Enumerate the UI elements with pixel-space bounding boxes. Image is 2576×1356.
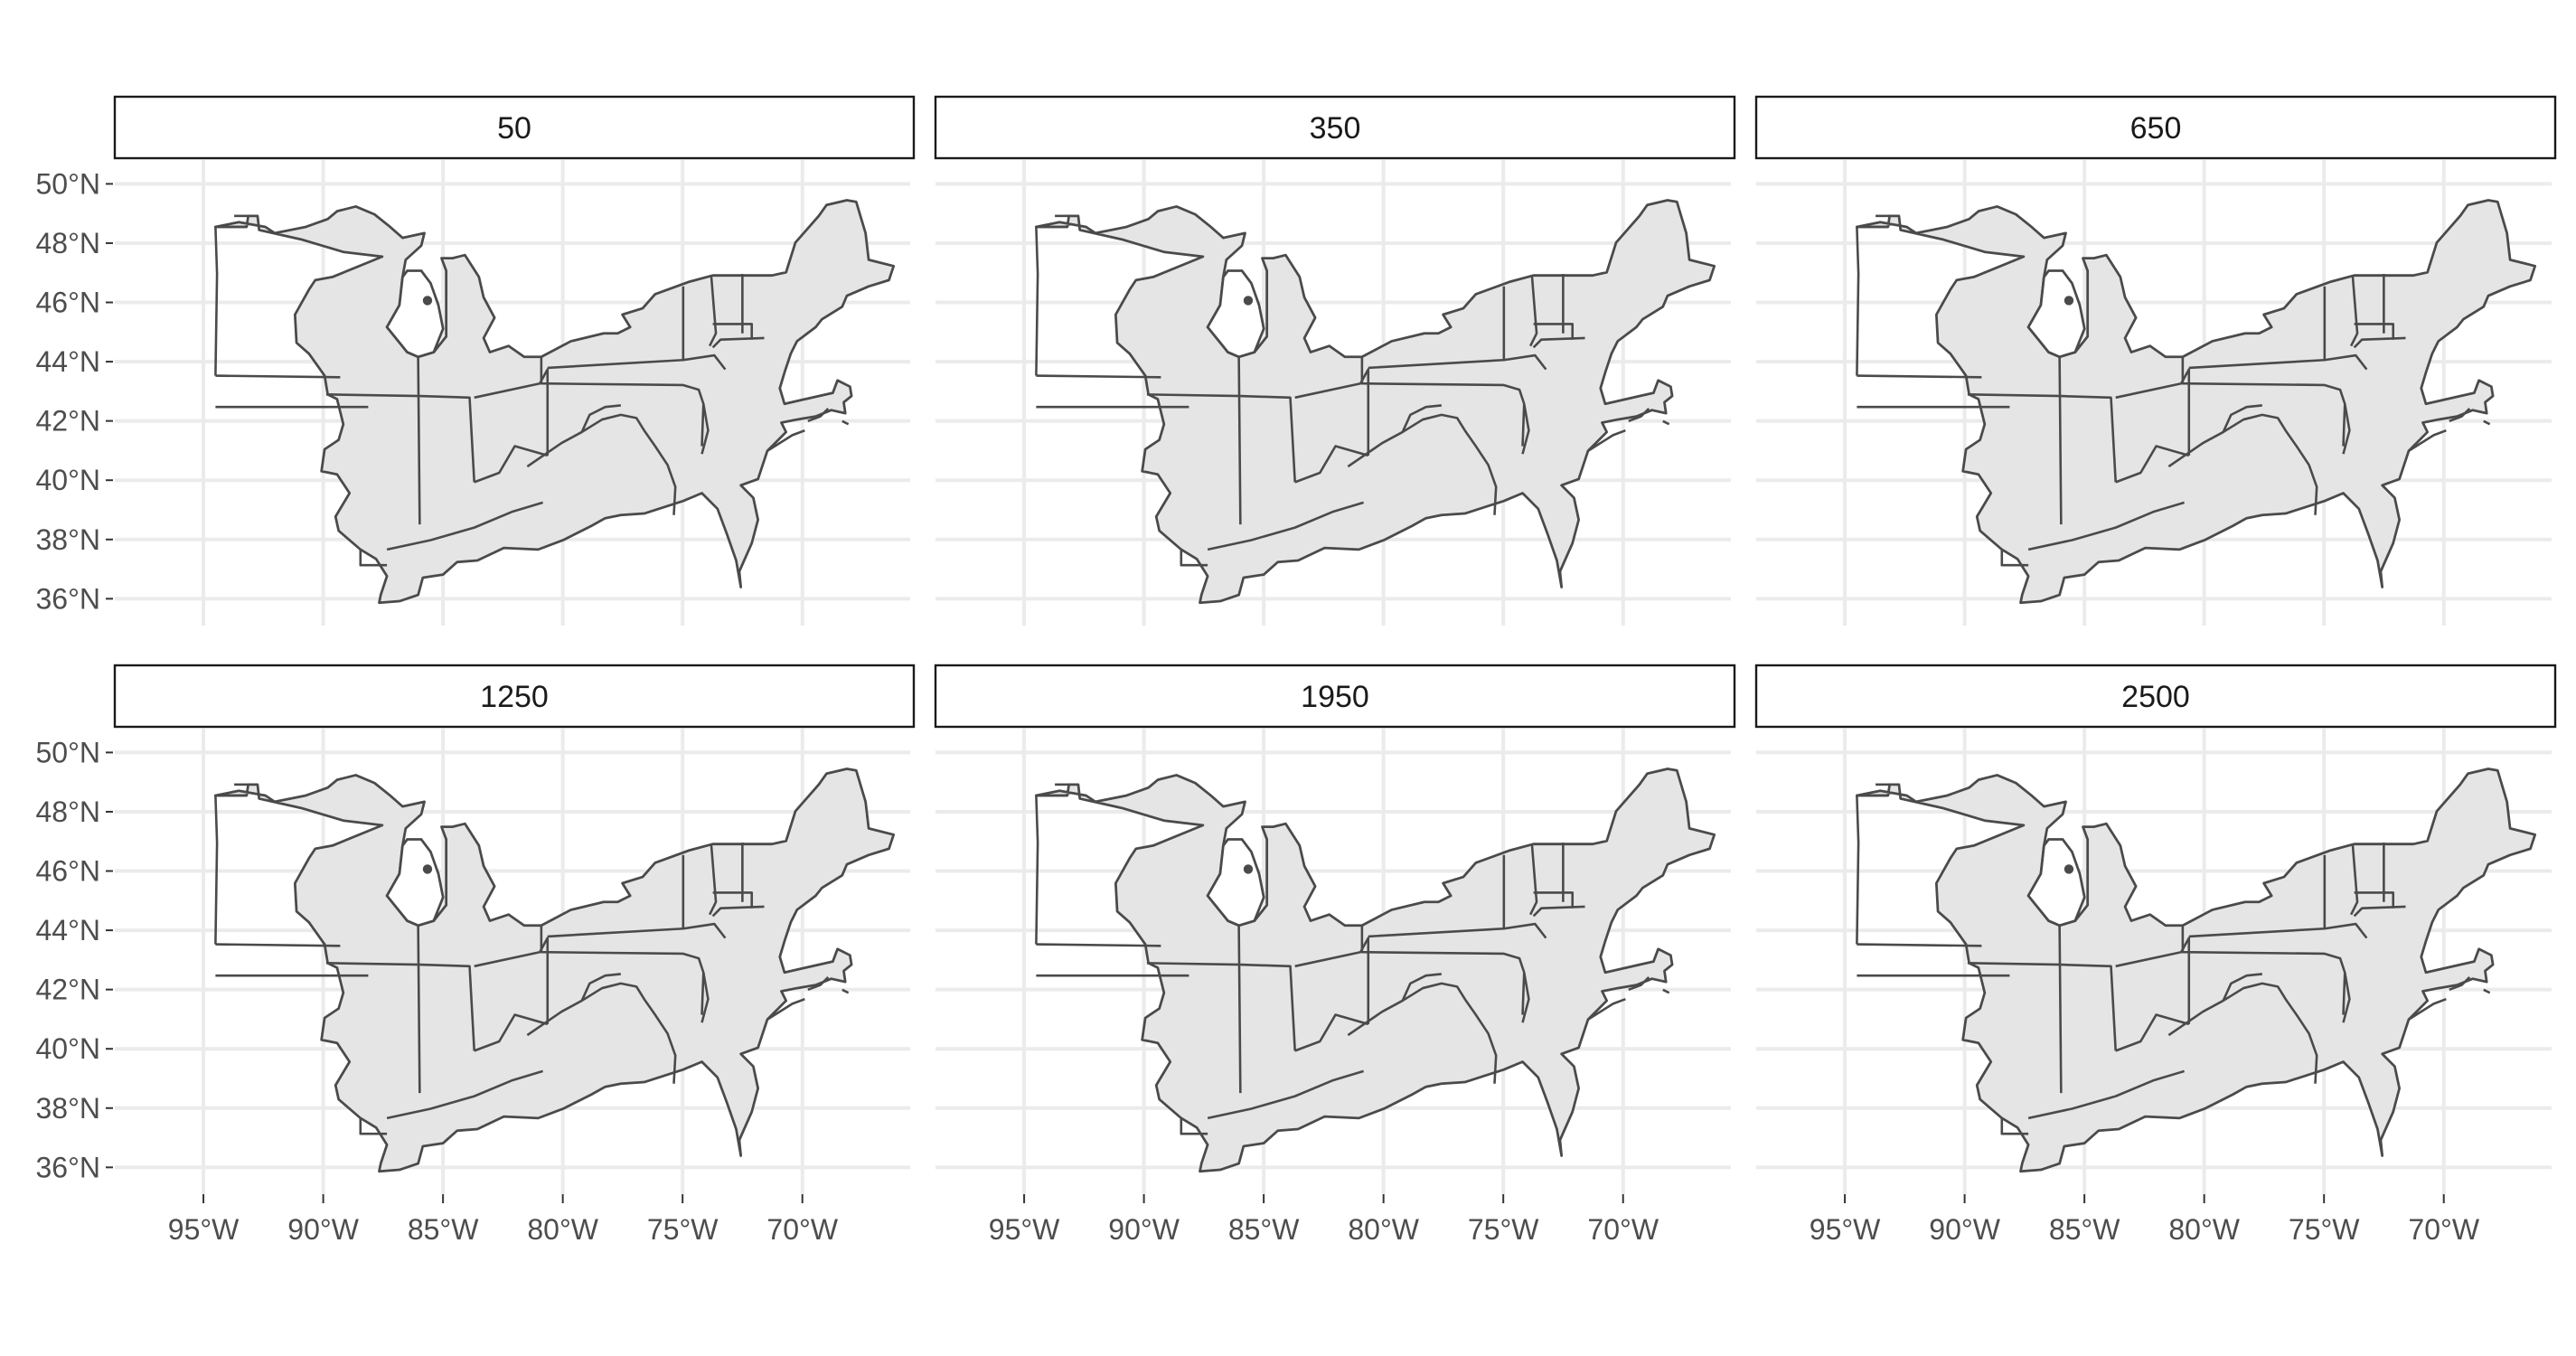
lat-tick-label: 40°N bbox=[36, 1032, 101, 1065]
lon-tick-label: 90°W bbox=[287, 1213, 359, 1246]
facet-label: 350 bbox=[1310, 111, 1361, 146]
lon-tick-label: 70°W bbox=[1587, 1213, 1659, 1246]
lon-tick-label: 95°W bbox=[1810, 1213, 1881, 1246]
lon-tick-label: 85°W bbox=[1228, 1213, 1300, 1246]
lon-tick-label: 75°W bbox=[647, 1213, 719, 1246]
lat-tick-label: 44°N bbox=[36, 345, 101, 378]
state-map bbox=[1035, 767, 1716, 1173]
facet-panel: 2500 95°W 90°W 85°W 80°W 75°W 70°W bbox=[1754, 664, 2557, 1246]
lon-tick-label: 90°W bbox=[1929, 1213, 2000, 1246]
facet-panel: 350 bbox=[934, 95, 1736, 626]
facet-strip bbox=[934, 664, 1736, 729]
lat-tick-label: 38°N bbox=[36, 523, 101, 556]
lat-tick-label: 38°N bbox=[36, 1092, 101, 1125]
lat-tick-label: 42°N bbox=[36, 974, 101, 1006]
facet-strip bbox=[934, 95, 1736, 160]
lon-tick-label: 85°W bbox=[408, 1213, 479, 1246]
lat-tick-label: 48°N bbox=[36, 796, 101, 828]
lon-tick-label: 70°W bbox=[2408, 1213, 2479, 1246]
facet-panel: 1250 50°N 48°N 46°N 44°N 42°N 40°N 38°N 36°N 95°W… bbox=[36, 664, 916, 1246]
lon-tick-label: 80°W bbox=[2168, 1213, 2240, 1246]
lon-tick-label: 90°W bbox=[1108, 1213, 1180, 1246]
lon-tick-label: 85°W bbox=[2049, 1213, 2120, 1246]
state-map bbox=[214, 767, 896, 1173]
lon-tick-label: 70°W bbox=[766, 1213, 838, 1246]
facet-strip bbox=[1754, 95, 2557, 160]
facet-strip bbox=[1754, 664, 2557, 729]
lon-tick-label: 80°W bbox=[1348, 1213, 1419, 1246]
lat-tick-label: 48°N bbox=[36, 227, 101, 259]
lat-tick-label: 46°N bbox=[36, 287, 101, 319]
lon-tick-label: 80°W bbox=[527, 1213, 598, 1246]
lon-tick-label: 95°W bbox=[989, 1213, 1060, 1246]
facet-strip bbox=[113, 95, 916, 160]
lon-tick-label: 75°W bbox=[1468, 1213, 1539, 1246]
facet-label: 1250 bbox=[480, 680, 549, 714]
state-map bbox=[1856, 199, 2537, 605]
state-map bbox=[1035, 199, 1716, 605]
lat-tick-label: 36°N bbox=[36, 582, 101, 615]
facet-panels: 50 50°N 48°N 46°N 44°N 42°N 40°N 38°N 36°N 350 650… bbox=[36, 95, 2557, 1246]
lon-tick-label: 95°W bbox=[168, 1213, 240, 1246]
lon-tick-label: 75°W bbox=[2289, 1213, 2360, 1246]
lat-tick-label: 44°N bbox=[36, 914, 101, 946]
lat-tick-label: 36°N bbox=[36, 1151, 101, 1183]
facet-label: 1950 bbox=[1301, 680, 1369, 714]
lat-tick-label: 50°N bbox=[36, 736, 101, 768]
facet-panel: 1950 95°W 90°W 85°W 80°W 75°W 70°W bbox=[934, 664, 1736, 1246]
facet-label: 2500 bbox=[2121, 680, 2190, 714]
state-map bbox=[1856, 767, 2537, 1173]
facet-label: 50 bbox=[497, 111, 531, 146]
lat-tick-label: 40°N bbox=[36, 464, 101, 496]
facet-strip bbox=[113, 664, 916, 729]
facet-panel: 650 bbox=[1754, 95, 2557, 626]
state-map bbox=[214, 199, 896, 605]
facet-label: 650 bbox=[2130, 111, 2182, 146]
lat-tick-label: 46°N bbox=[36, 855, 101, 888]
lat-tick-label: 50°N bbox=[36, 167, 101, 200]
facet-panel: 50 50°N 48°N 46°N 44°N 42°N 40°N 38°N 36°N bbox=[36, 95, 916, 626]
lat-tick-label: 42°N bbox=[36, 405, 101, 438]
